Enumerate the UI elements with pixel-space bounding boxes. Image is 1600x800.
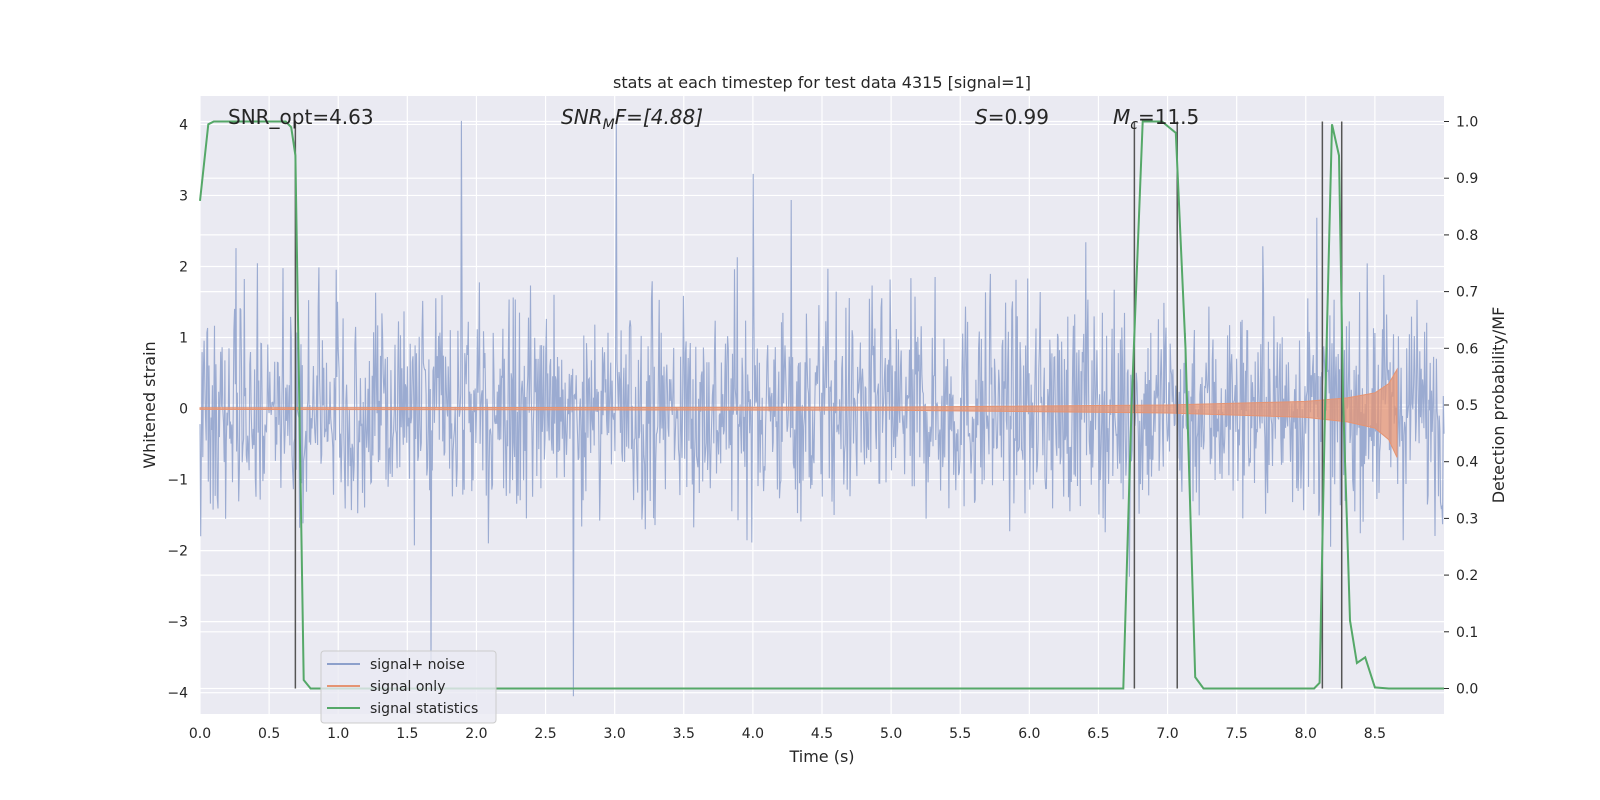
annotation-s: S=0.99: [975, 105, 1049, 129]
y-tick-label: 3: [179, 188, 188, 204]
annotation-mc: Mc=11.5: [1113, 105, 1199, 133]
y-tick-label: −1: [167, 473, 188, 489]
x-tick-label: 0.0: [189, 726, 211, 742]
x-tick-label: 3.0: [604, 726, 626, 742]
x-tick-label: 8.0: [1295, 726, 1317, 742]
x-tick-label: 5.5: [949, 726, 971, 742]
y-tick-label: −4: [167, 686, 188, 702]
noise-trace: [199, 120, 1445, 697]
x-tick-label: 5.0: [880, 726, 902, 742]
y-tick-label: 4: [179, 117, 188, 133]
series-signal-only: [199, 367, 1398, 458]
x-tick-label: 6.0: [1018, 726, 1040, 742]
x-tick-label: 6.5: [1087, 726, 1109, 742]
y2-tick-label: 0.0: [1456, 681, 1478, 697]
x-tick-label: 1.0: [327, 726, 349, 742]
x-tick-label: 2.0: [465, 726, 487, 742]
y2-tick-label: 0.3: [1456, 511, 1478, 527]
y2-tick-label: 0.4: [1456, 455, 1478, 471]
y-tick-label: −2: [167, 544, 188, 560]
y2-tick-label: 0.5: [1456, 398, 1478, 414]
x-axis-label: Time (s): [788, 747, 854, 766]
legend-box: [320, 650, 497, 724]
legend-label-signal-only: signal only: [370, 679, 445, 695]
series-signal-statistics: [199, 120, 1444, 690]
x-tick-label: 8.5: [1364, 726, 1386, 742]
y2-tick-label: 0.1: [1456, 625, 1478, 641]
annotation-snr-mf: SNRMF=[4.88]: [561, 105, 703, 133]
x-tick-label: 3.5: [673, 726, 695, 742]
x-tick-label: 7.5: [1226, 726, 1248, 742]
y-tick-label: 1: [179, 331, 188, 347]
x-tick-label: 7.0: [1156, 726, 1178, 742]
legend-label-signal-plus-noise: signal+ noise: [370, 657, 465, 673]
signal-envelope: [199, 367, 1398, 458]
y-tick-label: −3: [167, 615, 188, 631]
x-tick-label: 4.0: [742, 726, 764, 742]
stats-line: [199, 120, 1444, 690]
chart-title: stats at each timestep for test data 431…: [613, 73, 1031, 92]
annotation-snr-opt: SNR_opt=4.63: [228, 105, 374, 129]
y2-axis-ticks: 1.0 0.9 0.8 0.7 0.6 0.5 0.4 0.3 0.2 0.1 0.0: [1444, 115, 1478, 697]
y2-tick-label: 0.8: [1456, 228, 1478, 244]
x-tick-label: 1.5: [396, 726, 418, 742]
x-tick-label: 2.5: [534, 726, 556, 742]
y2-tick-label: 0.2: [1456, 568, 1478, 584]
y2-tick-label: 0.6: [1456, 341, 1478, 357]
y-tick-label: 0: [179, 402, 188, 418]
legend-label-signal-statistics: signal statistics: [370, 701, 478, 717]
y2-tick-label: 1.0: [1456, 115, 1478, 131]
y-tick-label: 2: [179, 259, 188, 275]
series-signal-plus-noise: [199, 120, 1445, 697]
y-axis-ticks: 4 3 2 1 0 −1 −2 −3 −4: [167, 117, 188, 701]
y2-axis-label: Detection probability/MF: [1489, 307, 1508, 504]
x-axis-ticks: 0.0 0.5 1.0 1.5 2.0 2.5 3.0 3.5 4.0 4.5 5.0 5.5 6.0 6…: [189, 726, 1386, 742]
y2-tick-label: 0.9: [1456, 171, 1478, 187]
y-axis-label: Whitened strain: [140, 341, 159, 468]
legend: signal+ noise signal only signal statist…: [320, 650, 497, 724]
x-tick-label: 4.5: [811, 726, 833, 742]
x-tick-label: 0.5: [258, 726, 280, 742]
y2-tick-label: 0.7: [1456, 285, 1478, 301]
